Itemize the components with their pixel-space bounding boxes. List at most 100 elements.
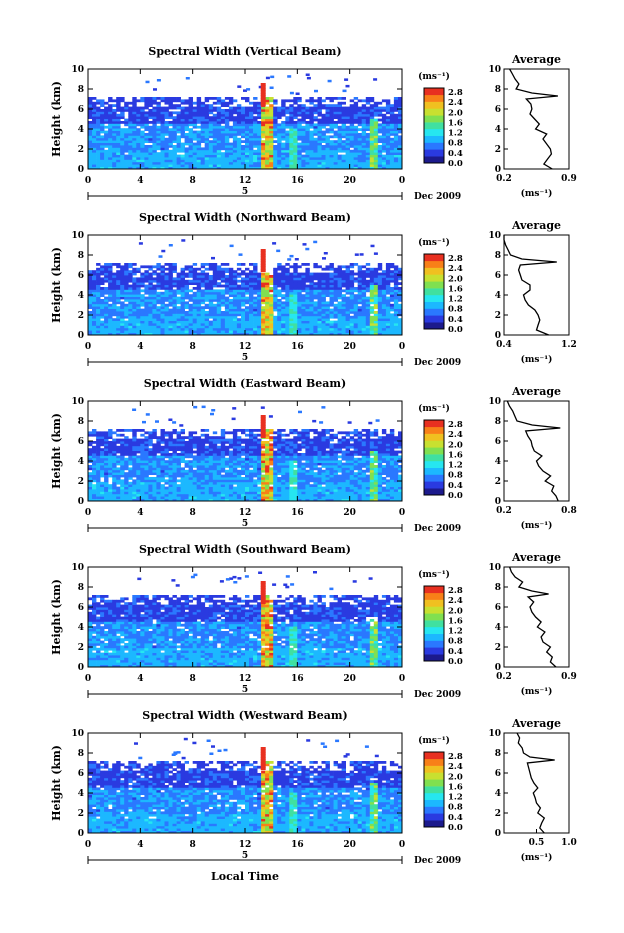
heatmap-cell: [289, 133, 293, 136]
heatmap-cell: [169, 431, 173, 434]
heatmap-cell: [140, 97, 144, 100]
heatmap-cell: [100, 489, 104, 492]
heatmap-cell: [128, 484, 132, 487]
y-tick-label: 2: [78, 311, 84, 321]
heatmap-cell: [273, 123, 277, 126]
heatmap-cell: [132, 131, 136, 134]
heatmap-cell: [104, 114, 108, 117]
heatmap-cell: [358, 109, 362, 112]
heatmap-cell: [201, 133, 205, 136]
heatmap-cell: [201, 277, 205, 280]
heatmap-cell: [277, 294, 281, 297]
heatmap-cell: [148, 465, 152, 468]
heatmap-cell: [209, 133, 213, 136]
heatmap-cell: [116, 434, 120, 437]
heatmap-cell: [373, 78, 377, 81]
heatmap-cell: [128, 451, 132, 454]
heatmap-cell: [229, 133, 233, 136]
heatmap-cell: [108, 465, 112, 468]
heatmap-cell: [277, 111, 281, 114]
heatmap-cell: [165, 463, 169, 466]
heatmap-cell: [338, 164, 342, 167]
heatmap-cell: [181, 304, 185, 307]
heatmap-cell: [100, 116, 104, 119]
heatmap-cell: [330, 309, 334, 312]
heatmap-cell: [161, 97, 165, 100]
heatmap-cell: [362, 280, 366, 283]
heatmap-cell: [245, 119, 249, 122]
average-x-tick-label: 0.4: [496, 340, 512, 350]
heatmap-cell: [253, 273, 257, 276]
heatmap-cell: [165, 138, 169, 141]
heatmap-cell: [209, 294, 213, 297]
heatmap-cell: [124, 109, 128, 112]
heatmap-cell: [293, 270, 297, 273]
heatmap-cell: [265, 306, 269, 309]
heatmap-cell: [173, 140, 177, 143]
heatmap-cell: [100, 323, 104, 326]
heatmap-cell: [120, 275, 124, 278]
heatmap-cell: [209, 309, 213, 312]
heatmap-cell: [100, 443, 104, 446]
heatmap-cell: [229, 157, 233, 160]
heatmap-cell: [96, 275, 100, 278]
colorbar-tick-label: 2.0: [448, 274, 463, 284]
heatmap-cell: [128, 318, 132, 321]
heatmap-cell: [120, 265, 124, 268]
heatmap-cell: [100, 321, 104, 324]
heatmap-cell: [358, 140, 362, 143]
heatmap-cell: [346, 131, 350, 134]
heatmap-cell: [165, 155, 169, 158]
heatmap-cell: [112, 330, 116, 333]
heatmap-cell: [394, 289, 398, 292]
heatmap-cell: [318, 321, 322, 324]
heatmap-cell: [161, 318, 165, 321]
heatmap-cell: [277, 316, 281, 319]
heatmap-cell: [88, 306, 92, 309]
heatmap-cell: [148, 323, 152, 326]
heatmap-cell: [269, 304, 273, 307]
heatmap-cell: [96, 467, 100, 470]
heatmap-cell: [362, 311, 366, 314]
heatmap-cell: [346, 109, 350, 112]
heatmap-cell: [281, 121, 285, 124]
heatmap-cell: [394, 155, 398, 158]
heatmap-cell: [169, 309, 173, 312]
heatmap-cell: [277, 321, 281, 324]
heatmap-cell: [249, 123, 253, 126]
heatmap-cell: [241, 126, 245, 129]
heatmap-cell: [104, 280, 108, 283]
heatmap-cell: [169, 273, 173, 276]
heatmap-cell: [124, 330, 128, 333]
heatmap-cell: [132, 489, 136, 492]
heatmap-cell: [281, 297, 285, 300]
heatmap-cell: [205, 131, 209, 134]
heatmap-cell: [293, 102, 297, 105]
heatmap-cell: [253, 159, 257, 162]
heatmap-cell: [326, 157, 330, 160]
heatmap-cell: [382, 131, 386, 134]
heatmap-cell: [152, 147, 156, 150]
heatmap-cell: [169, 128, 173, 131]
heatmap-cell: [148, 273, 152, 276]
heatmap-cell: [313, 285, 317, 288]
heatmap-cell: [358, 121, 362, 124]
heatmap-cell: [265, 159, 269, 162]
heatmap-cell: [293, 316, 297, 319]
heatmap-cell: [185, 311, 189, 314]
heatmap-cell: [358, 323, 362, 326]
heatmap-cell: [370, 97, 374, 100]
heatmap-cell: [269, 104, 273, 107]
heatmap-cell: [120, 470, 124, 473]
heatmap-cell: [144, 275, 148, 278]
heatmap-cell: [269, 143, 273, 146]
heatmap-cell: [96, 99, 100, 102]
heatmap-cell: [289, 285, 293, 288]
heatmap-cell: [165, 99, 169, 102]
heatmap-cell: [193, 294, 197, 297]
heatmap-cell: [132, 458, 136, 461]
heatmap-cell: [360, 253, 364, 256]
heatmap-cell: [346, 306, 350, 309]
heatmap-cell: [354, 138, 358, 141]
heatmap-cell: [201, 263, 205, 266]
